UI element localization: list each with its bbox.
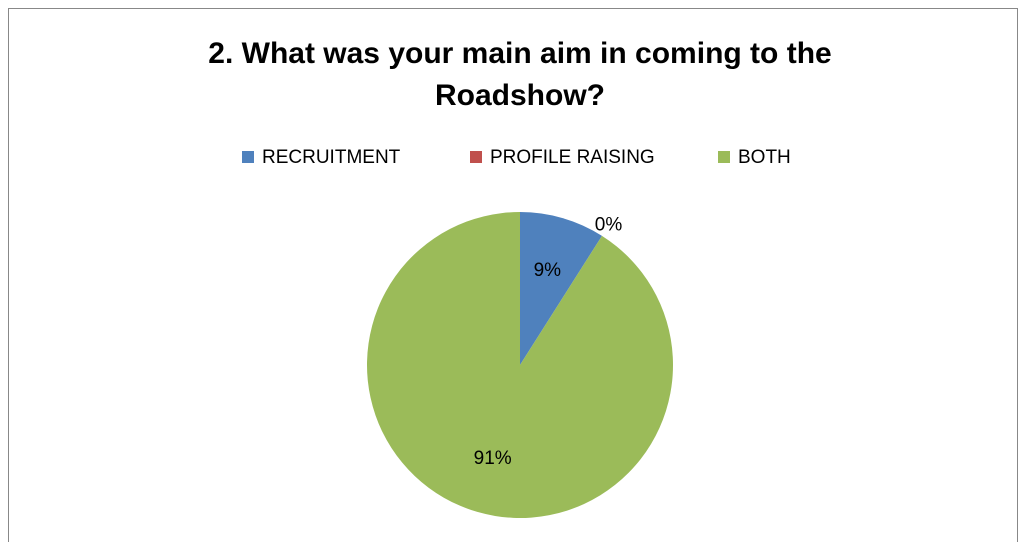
legend-swatch <box>470 151 482 163</box>
legend-label: PROFILE RAISING <box>490 147 655 168</box>
data-label: 0% <box>595 214 623 235</box>
chart-title: 2. What was your main aim in coming to t… <box>208 37 832 112</box>
legend-label: RECRUITMENT <box>262 147 401 168</box>
pie-slice <box>520 212 602 365</box>
data-label: 91% <box>474 448 512 469</box>
legend-label: BOTH <box>738 147 791 168</box>
legend-swatch <box>718 151 730 163</box>
data-label: 9% <box>534 260 562 281</box>
chart-frame <box>8 8 1018 542</box>
pie-slice <box>367 212 673 518</box>
legend-swatch <box>242 151 254 163</box>
